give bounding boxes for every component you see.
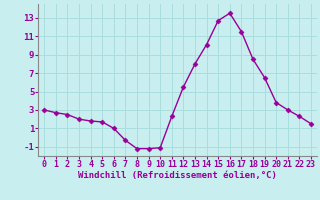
X-axis label: Windchill (Refroidissement éolien,°C): Windchill (Refroidissement éolien,°C) [78, 171, 277, 180]
